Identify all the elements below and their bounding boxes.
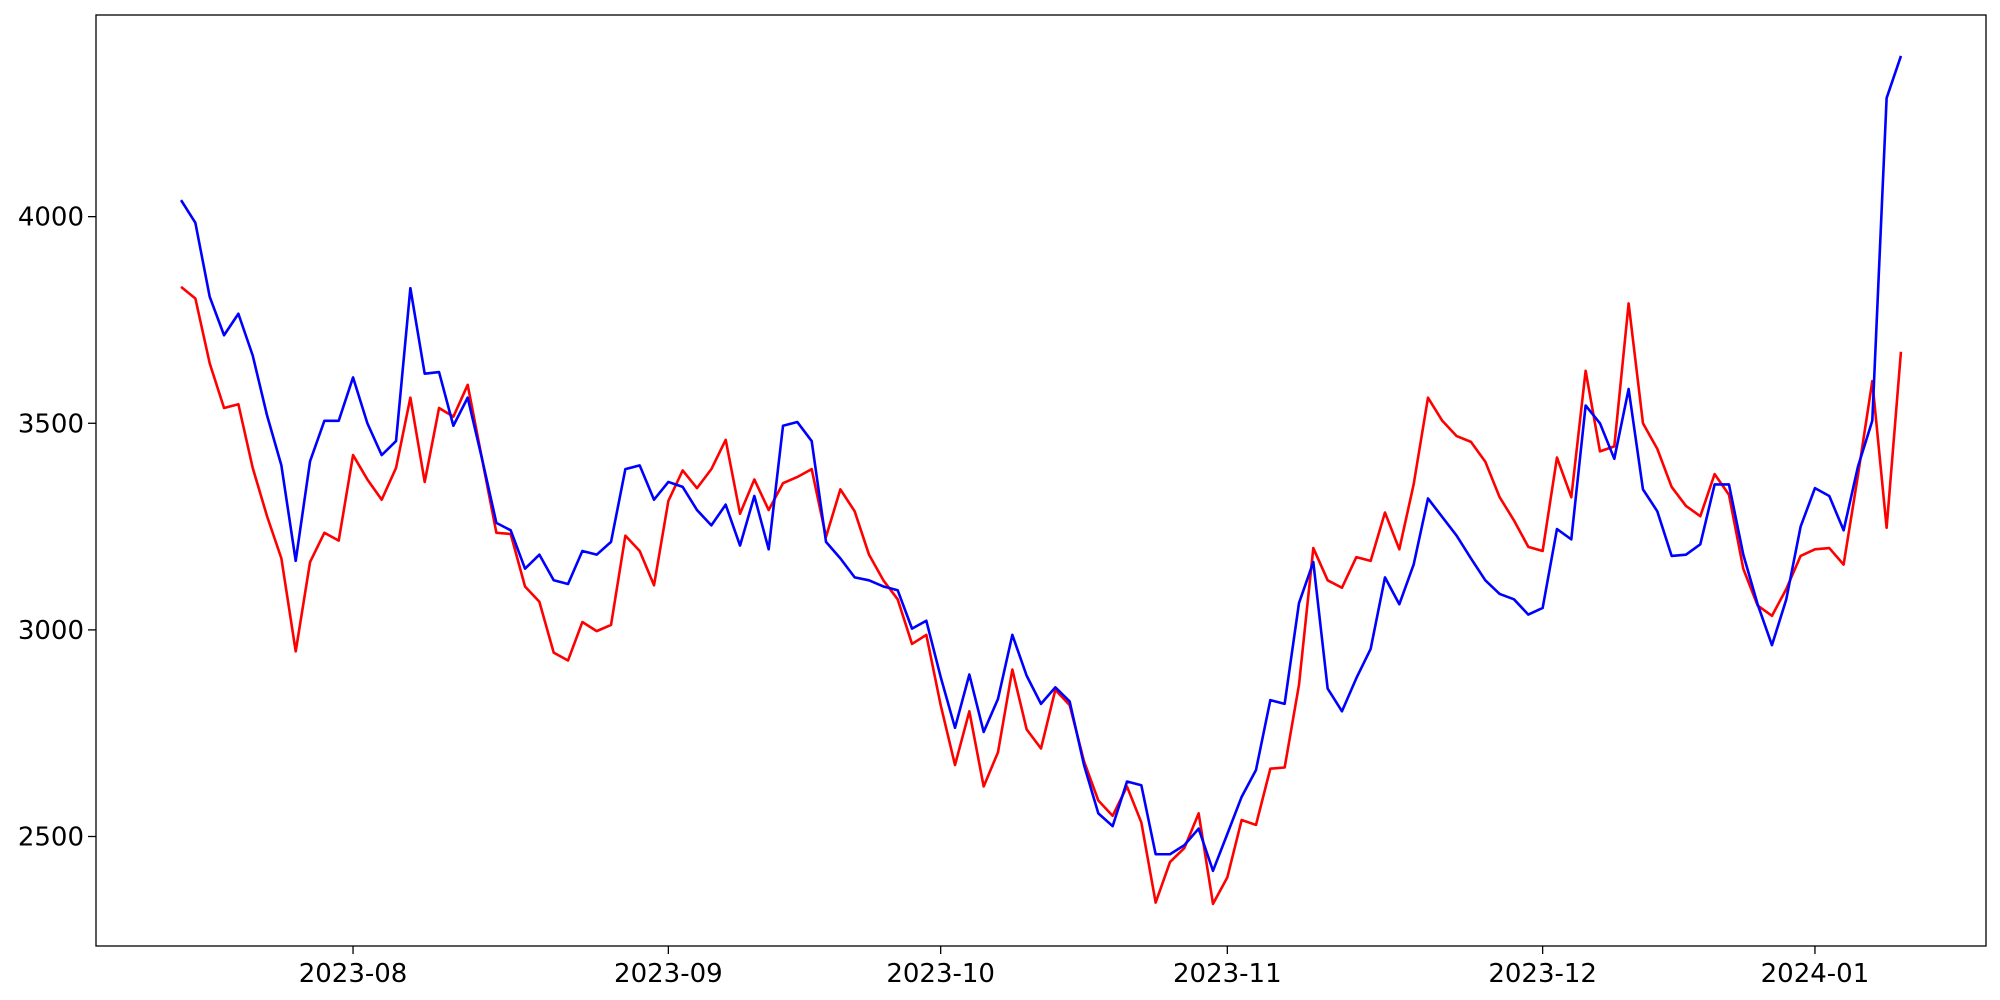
y-tick-label: 4000: [18, 203, 84, 233]
y-tick-label: 3000: [18, 616, 84, 646]
y-tick-label: 3500: [18, 409, 84, 439]
x-tick-label: 2024-01: [1761, 959, 1870, 989]
x-tick-label: 2023-08: [299, 959, 408, 989]
y-tick-label: 2500: [18, 822, 84, 852]
series-line: [180, 285, 1903, 906]
x-tick-label: 2023-09: [614, 959, 723, 989]
x-tick-label: 2023-11: [1173, 959, 1282, 989]
x-tick-label: 2023-10: [886, 959, 995, 989]
plot-frame: [95, 14, 1987, 947]
x-tick-label: 2023-12: [1488, 959, 1597, 989]
series-line: [179, 55, 1903, 873]
